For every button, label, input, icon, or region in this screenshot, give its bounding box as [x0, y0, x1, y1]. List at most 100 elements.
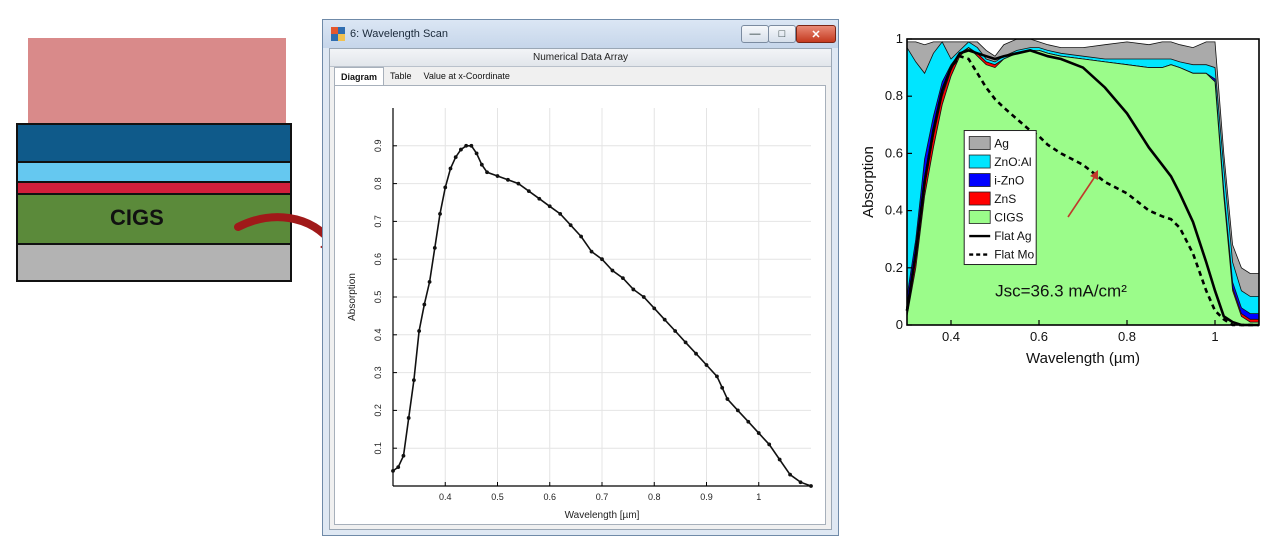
plot-frame — [906, 38, 1260, 326]
data-point — [641, 295, 646, 299]
legend-label: Flat Ag — [994, 229, 1031, 243]
data-point — [495, 174, 500, 178]
data-point — [788, 472, 792, 477]
minimize-button[interactable]: — — [741, 25, 769, 43]
x-tick-label: 0.8 — [1118, 329, 1136, 344]
legend-label: ZnO:Al — [994, 155, 1031, 169]
legend-label: CIGS — [994, 211, 1023, 225]
data-point — [406, 416, 411, 420]
data-point — [474, 151, 479, 156]
x-tick-label: 0.4 — [439, 492, 452, 502]
data-point — [448, 166, 453, 171]
x-tick-label: 0.5 — [491, 492, 504, 502]
data-point — [432, 245, 437, 250]
layer-window — [16, 123, 292, 163]
data-point — [715, 374, 719, 379]
data-point — [600, 257, 604, 262]
data-point — [568, 223, 573, 228]
tab-diagram[interactable]: Diagram — [334, 67, 385, 85]
layer-back-contact — [16, 243, 292, 282]
y-axis-label: Absorption — [860, 146, 877, 218]
y-tick-label: 0.5 — [373, 291, 383, 304]
x-tick-label: 1 — [1211, 329, 1218, 344]
data-point — [485, 170, 489, 175]
y-tick-label: 0.1 — [373, 442, 383, 455]
x-tick-label: 0.9 — [700, 492, 713, 502]
data-point — [735, 408, 740, 413]
data-point — [767, 442, 772, 447]
data-point — [720, 385, 725, 390]
legend-label: i-ZnO — [994, 174, 1024, 188]
y-tick-label: 0.4 — [373, 329, 383, 342]
data-point — [725, 397, 730, 401]
y-tick-label: 0.8 — [373, 177, 383, 190]
data-point — [798, 480, 803, 485]
data-point — [469, 143, 474, 148]
y-tick-label: 0.7 — [373, 215, 383, 228]
legend-swatch-cigs — [968, 210, 991, 224]
title-bar[interactable]: 6: Wavelength Scan — □ ✕ — [323, 20, 838, 48]
data-point — [443, 185, 448, 190]
data-point — [756, 431, 761, 435]
absorption-breakdown-chart: 0.4 0.6 0.8 1 0 0.2 0.4 0.6 0.8 1 Wavelength (µm) A… — [860, 31, 1260, 367]
legend-label: Ag — [994, 137, 1009, 151]
flat-ag-line — [905, 49, 1259, 327]
data-point — [391, 468, 395, 473]
data-point — [453, 155, 458, 160]
data-point — [401, 453, 406, 458]
x-tick-label: 1 — [756, 492, 761, 502]
diagram-plot-area: 0.4 0.5 0.6 0.7 0.8 0.9 1 0.1 0.2 0.3 0.4 0.5 0.6 0.7… — [334, 85, 826, 525]
app-icon — [331, 27, 345, 41]
close-button[interactable]: ✕ — [796, 25, 836, 43]
close-icon: ✕ — [811, 28, 821, 41]
data-point — [438, 211, 442, 216]
data-point — [777, 457, 782, 462]
maximize-button[interactable]: □ — [768, 25, 796, 43]
absorption-chart: 0.4 0.5 0.6 0.7 0.8 0.9 1 0.1 0.2 0.3 0.4 0.5 0.6 0.7… — [347, 108, 813, 521]
x-tick-label: 0.6 — [543, 492, 556, 502]
y-tick-label: 0.4 — [885, 203, 903, 218]
data-point — [547, 204, 552, 209]
legend: Ag ZnO:Al i-ZnO ZnS CIGS Flat Ag Flat Mo — [963, 130, 1037, 266]
y-tick-label: 0.9 — [373, 140, 383, 153]
minimize-icon: — — [749, 28, 761, 40]
x-tick-label: 0.8 — [648, 492, 661, 502]
data-point — [809, 484, 813, 488]
data-point — [746, 419, 751, 424]
layer-buffer — [16, 161, 292, 183]
window-title: 6: Wavelength Scan — [350, 28, 449, 40]
data-point — [694, 351, 698, 356]
legend-swatch-zno-al — [968, 154, 991, 169]
data-point — [558, 211, 563, 216]
data-point — [422, 302, 427, 307]
layer-cigs — [16, 193, 292, 245]
data-point — [652, 306, 657, 311]
data-point — [479, 162, 484, 167]
maximize-icon: □ — [778, 28, 786, 40]
data-point — [631, 287, 636, 292]
y-axis-label: Absorption — [347, 273, 358, 321]
flat-mo-line — [905, 54, 1259, 327]
wavelength-scan-window: 6: Wavelength Scan — □ ✕ Numerical Data … — [322, 19, 839, 536]
cigs-label: CIGS — [110, 205, 164, 230]
y-tick-label: 0.2 — [885, 260, 903, 275]
y-tick-label: 0.3 — [373, 366, 383, 379]
data-point — [610, 268, 615, 273]
x-tick-label: 0.4 — [942, 329, 960, 344]
tab-table[interactable]: Table — [390, 71, 412, 81]
numerical-data-array-header[interactable]: Numerical Data Array — [330, 49, 831, 67]
data-point — [417, 329, 422, 333]
y-tick-label: 0.6 — [885, 145, 903, 160]
data-point — [526, 189, 531, 194]
x-tick-label: 0.6 — [1030, 329, 1048, 344]
data-point — [464, 143, 469, 148]
layer-top-light — [28, 38, 286, 124]
data-point — [662, 317, 667, 322]
y-tick-label: 0.2 — [373, 404, 383, 417]
tab-strip: Diagram Table Value at x-Coordinate — [334, 67, 516, 85]
x-axis-label: Wavelength (µm) — [1026, 350, 1140, 367]
tab-value-at-x[interactable]: Value at x-Coordinate — [423, 71, 510, 81]
legend-label: ZnS — [994, 192, 1016, 206]
data-point — [427, 279, 432, 284]
window-content: Numerical Data Array Diagram Table Value… — [329, 48, 832, 530]
